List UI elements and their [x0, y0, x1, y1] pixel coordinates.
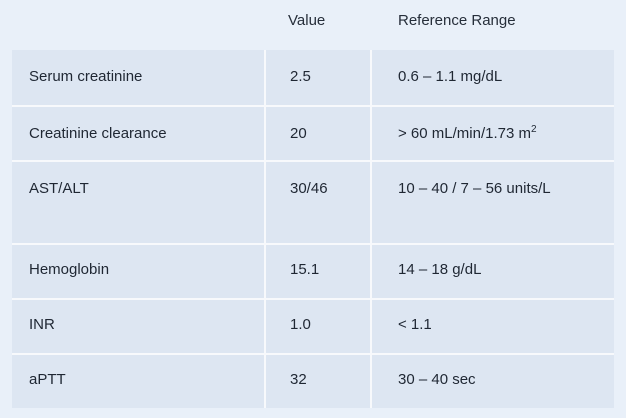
row-reference-range: 0.6 – 1.1 mg/dL [398, 68, 503, 85]
row-reference-range: > 60 mL/min/1.73 m2 [398, 124, 537, 143]
row-label: Serum creatinine [29, 68, 143, 85]
row-label: INR [29, 316, 55, 333]
row-label: Hemoglobin [29, 261, 110, 278]
column-divider [264, 50, 266, 408]
table-row-serum-creatinine: Serum creatinine 2.5 0.6 – 1.1 mg/dL [12, 50, 614, 107]
row-value: 30/46 [290, 180, 328, 197]
row-reference-range: 30 – 40 sec [398, 371, 476, 388]
row-reference-range: 14 – 18 g/dL [398, 261, 482, 278]
table-row-ast-alt: AST/ALT 30/46 10 – 40 / 7 – 56 units/L [12, 162, 614, 245]
row-reference-range: < 1.1 [398, 316, 432, 333]
row-value: 20 [290, 125, 307, 142]
column-header-value: Value [288, 12, 326, 29]
column-header-reference-range: Reference Range [398, 12, 516, 29]
table-row-hemoglobin: Hemoglobin 15.1 14 – 18 g/dL [12, 245, 614, 300]
column-divider [370, 50, 372, 408]
table-row-inr: INR 1.0 < 1.1 [12, 300, 614, 355]
row-value: 32 [290, 371, 307, 388]
row-value: 15.1 [290, 261, 320, 278]
lab-results-table: Serum creatinine 2.5 0.6 – 1.1 mg/dL Cre… [12, 50, 614, 408]
row-label: AST/ALT [29, 180, 89, 197]
table-header: Value Reference Range [0, 0, 626, 48]
table-row-aptt: aPTT 32 30 – 40 sec [12, 355, 614, 408]
table-row-creatinine-clearance: Creatinine clearance 20 > 60 mL/min/1.73… [12, 107, 614, 162]
row-label: Creatinine clearance [29, 125, 167, 142]
row-label: aPTT [29, 371, 66, 388]
row-value: 1.0 [290, 316, 311, 333]
row-reference-range: 10 – 40 / 7 – 56 units/L [398, 180, 551, 197]
row-value: 2.5 [290, 68, 311, 85]
